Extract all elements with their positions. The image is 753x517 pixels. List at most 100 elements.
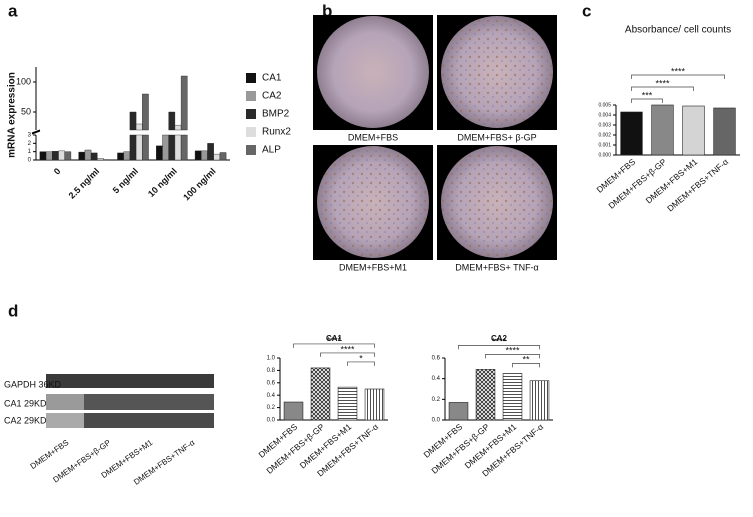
- legend-swatch: [246, 145, 256, 155]
- legend-label: ALP: [262, 145, 281, 156]
- legend-label: CA2: [262, 91, 282, 102]
- blot-row-label: CA1 29KD: [4, 398, 47, 408]
- significance-bracket: [631, 98, 663, 103]
- image-label: DMEM+FBS+ β-GP: [457, 132, 536, 142]
- panel-label: d: [8, 301, 18, 320]
- legend-label: BMP2: [262, 109, 290, 120]
- image-label: DMEM+FBS+ TNF-α: [455, 262, 539, 272]
- blot-band: [46, 374, 214, 388]
- significance-label: ****: [671, 66, 686, 76]
- y-tick-label: 0.001: [598, 142, 611, 148]
- x-tick-label: 0: [52, 166, 63, 177]
- significance-bracket: [512, 363, 540, 368]
- x-tick-label: 2.5 ng/ml: [67, 166, 102, 201]
- y-tick-label: 2: [28, 141, 32, 147]
- bar: [162, 134, 169, 161]
- bar: [529, 380, 550, 421]
- bar: [135, 123, 143, 161]
- significance-label: ****: [505, 346, 520, 356]
- panel-label: b: [322, 1, 332, 20]
- bar: [651, 104, 674, 156]
- significance-bracket: [631, 86, 694, 91]
- y-tick-label: 0.8: [267, 368, 276, 374]
- bar: [310, 367, 331, 421]
- significance-bracket: [458, 345, 540, 350]
- bar: [168, 111, 176, 161]
- bar: [364, 388, 385, 421]
- lane-label: DMEM+FBS: [29, 438, 71, 471]
- bar: [84, 149, 92, 161]
- significance-bracket: [293, 343, 375, 348]
- y-tick-label: 0.002: [598, 132, 611, 138]
- significance-label: ****: [340, 344, 355, 354]
- chart-title: CA2: [491, 334, 508, 343]
- y-tick-label: 1.0: [267, 356, 276, 362]
- significance-bracket: [631, 74, 725, 79]
- legend-swatch: [246, 109, 256, 119]
- bar: [219, 152, 227, 161]
- significance-label: **: [522, 355, 530, 365]
- legend-swatch: [246, 91, 256, 101]
- y-tick-label: 1: [28, 149, 32, 155]
- blot-row-label: CA2 29KD: [4, 415, 47, 425]
- bar: [283, 401, 304, 421]
- y-tick-label: 0.2: [432, 397, 441, 403]
- dish: [317, 16, 429, 128]
- bar: [448, 402, 469, 421]
- bar: [213, 153, 221, 161]
- y-axis-label: mRNA expression: [7, 72, 18, 158]
- bar: [129, 111, 137, 161]
- bar: [58, 150, 65, 161]
- bar: [180, 75, 188, 161]
- legend-swatch: [246, 73, 256, 83]
- x-tick-label: 100 ng/ml: [181, 166, 217, 202]
- bar: [194, 150, 202, 161]
- bar: [207, 143, 214, 161]
- x-tick-label: 10 ng/ml: [146, 166, 179, 199]
- image-label: DMEM+FBS: [348, 132, 398, 142]
- significance-label: *: [359, 353, 363, 363]
- blot-band: [46, 413, 214, 428]
- blot-band: [46, 394, 84, 410]
- significance-bracket: [485, 354, 540, 359]
- chart-title: CA1: [326, 334, 343, 343]
- blot-band: [46, 413, 84, 428]
- axis-break: [31, 129, 41, 135]
- bar: [97, 158, 104, 161]
- y-tick-label: 0.003: [598, 122, 611, 128]
- panel-label: a: [8, 1, 18, 20]
- bar: [620, 111, 643, 156]
- panel-label: c: [582, 1, 591, 20]
- legend-label: CA1: [262, 73, 282, 84]
- bar: [123, 151, 131, 161]
- significance-label: ***: [642, 90, 653, 100]
- image-label: DMEM+FBS+M1: [339, 262, 407, 272]
- significance-label: ****: [655, 78, 670, 88]
- y-tick-label: 0.6: [432, 356, 441, 362]
- chart-title: Absorbance/ cell counts: [625, 25, 731, 36]
- bar: [713, 107, 736, 156]
- y-tick-label: 0.0: [432, 418, 441, 424]
- y-tick-label: 0.000: [598, 152, 611, 158]
- significance-label: ****: [492, 337, 507, 347]
- stain: [441, 16, 553, 128]
- bar: [475, 369, 496, 421]
- y-tick-label: 0.005: [598, 102, 611, 108]
- bar: [39, 151, 47, 161]
- significance-label: ****: [327, 335, 342, 345]
- x-tick-label: 5 ng/ml: [111, 166, 140, 195]
- y-tick-label: 0: [28, 158, 32, 164]
- bar: [64, 151, 72, 161]
- significance-bracket: [320, 352, 375, 357]
- significance-bracket: [347, 361, 375, 366]
- stain: [441, 146, 553, 258]
- y-tick-label: 0.4: [267, 393, 276, 399]
- micrographs: DMEM+FBS DMEM+FBS+ β-GP DMEM+FBS+M1 DMEM…: [313, 15, 557, 272]
- legend-label: Runx2: [262, 127, 291, 138]
- bar: [174, 125, 182, 161]
- y-tick-label: 0.004: [598, 112, 611, 118]
- bar: [142, 93, 149, 161]
- bar: [117, 152, 124, 161]
- y-tick-label: 50: [21, 106, 31, 116]
